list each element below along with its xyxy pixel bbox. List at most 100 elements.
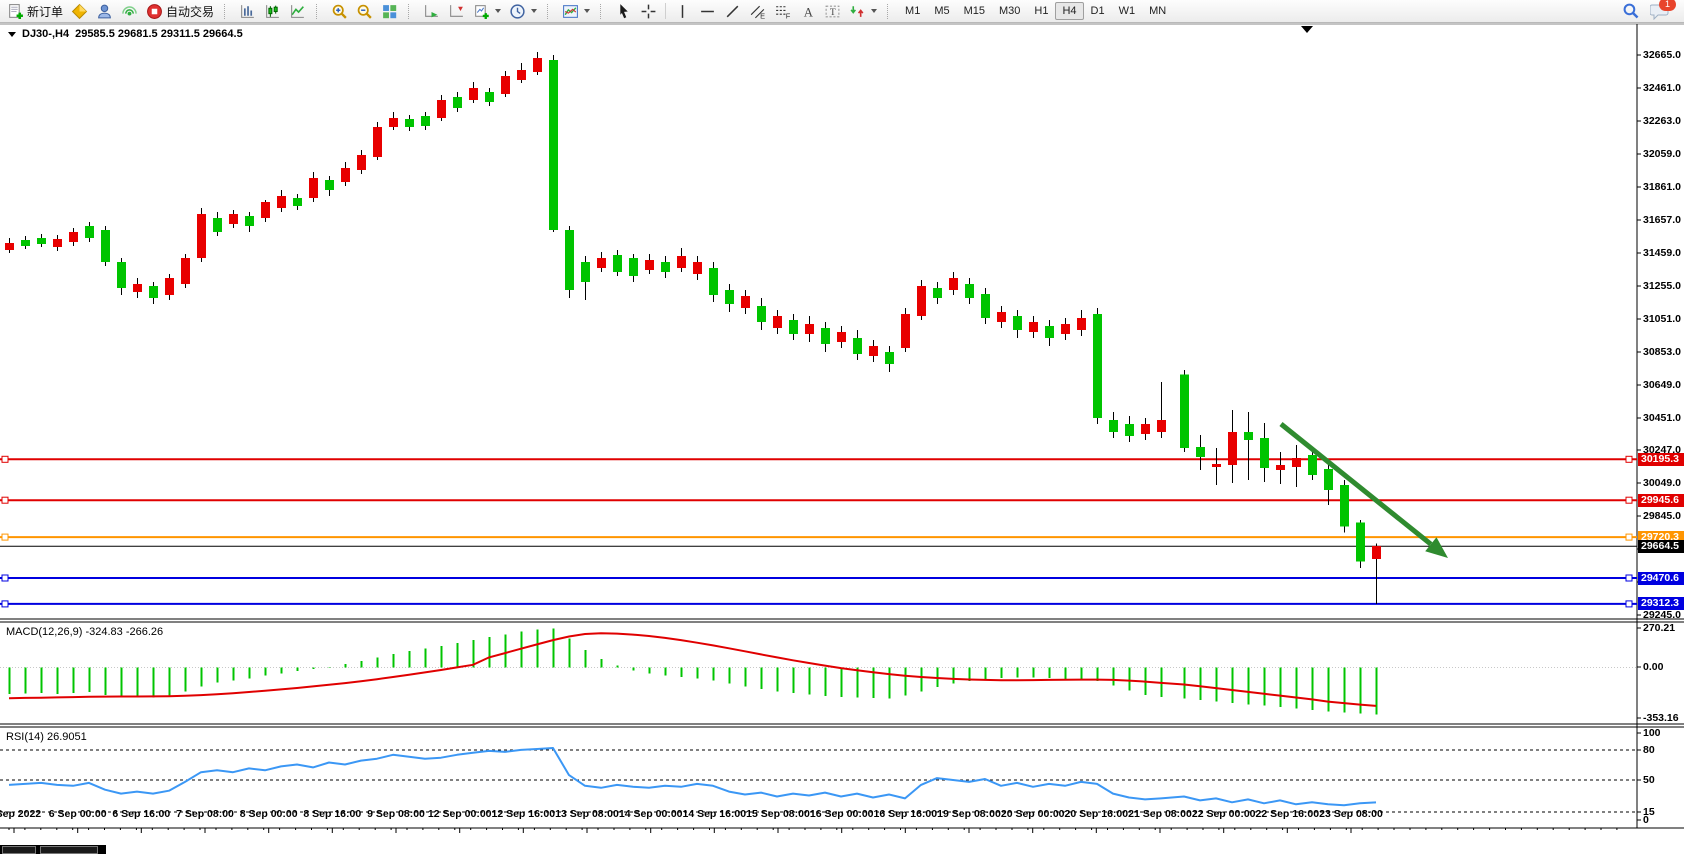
channel-button[interactable]: E [745,1,770,21]
crosshair-button[interactable] [636,1,661,21]
fibonacci-button[interactable]: F [770,1,795,21]
rsi-scale-label: 0 [1643,814,1649,826]
chevron-down-icon [584,9,591,13]
market-button[interactable] [67,1,92,21]
profile-button[interactable] [92,1,117,21]
timeframe-button-w1[interactable]: W1 [1118,5,1136,17]
autotrading-icon [147,3,162,19]
candles-layer [5,52,1381,604]
rsi-scale-label: 50 [1643,774,1655,786]
horizontal-lines-layer [0,455,1637,608]
toolbar-right: 1 [1622,0,1684,21]
collapse-triangle-icon[interactable] [8,31,16,37]
chart-symbol-period: DJ30-,H4 [22,28,70,40]
price-tick-label: 32263.0 [1643,115,1681,127]
trendline-button[interactable] [720,1,745,21]
zoom-out-icon [357,4,372,19]
periods-clock-button[interactable] [505,1,541,21]
price-tick-label: 29845.0 [1643,510,1681,522]
chart-window[interactable]: DJ30-,H4 29585.5 29681.5 29311.5 29664.5… [0,23,1684,854]
templates-button[interactable] [558,1,594,21]
time-axis-label: 14 Sep 16:00 [682,808,747,820]
zoom-in-button[interactable] [327,1,352,21]
chart-canvas[interactable] [0,23,1684,854]
equidistant-channel-icon: E [750,5,765,20]
rsi-scale-label: 100 [1643,727,1661,739]
vertical-line-button[interactable] [670,1,695,21]
autotrading-label: 自动交易 [166,4,215,19]
macd-scale-label: 0.00 [1643,661,1664,673]
timeframe-button-m5[interactable]: M5 [934,5,950,17]
hline-handle [1,600,9,608]
timeframe-button-mn[interactable]: MN [1149,5,1167,17]
svg-text:E: E [760,11,765,20]
price-tick-label: 30649.0 [1643,379,1681,391]
price-tick-label: 32461.0 [1643,82,1681,94]
bars-chart-button[interactable] [235,1,260,21]
price-tick-label: 32665.0 [1643,49,1681,61]
autotrading-button[interactable]: 自动交易 [142,1,218,21]
chart-shift-marker[interactable] [1301,26,1313,33]
toolbar-grip [408,3,415,19]
time-axis-label: 12 Sep 00:00 [427,808,492,820]
autoscroll-button[interactable] [419,1,444,21]
horizontal-line-button[interactable] [695,1,720,21]
time-axis-label: 19 Sep 08:00 [937,808,1001,820]
time-axis-label: 6 Sep 16:00 [112,808,171,820]
text-button[interactable]: A [795,1,820,21]
candles-chart-icon [266,4,279,18]
price-tick-label: 30451.0 [1643,412,1681,424]
time-axis-label: 12 Sep 16:00 [491,808,556,820]
price-line-label: 29312.3 [1638,597,1684,611]
rsi-scale-label: 80 [1643,744,1655,756]
tile-windows-button[interactable] [377,1,402,21]
new-chart-icon [475,4,489,19]
main-toolbar: 新订单 自动交易 [0,0,1684,23]
timeframe-button-d1[interactable]: D1 [1090,5,1105,17]
taskbar-box [2,846,36,854]
hline-handle [1,574,9,582]
timeframe-button-m1[interactable]: M1 [905,5,921,17]
chart-shift-button[interactable] [444,1,469,21]
timeframe-button-m30[interactable]: M30 [999,5,1021,17]
tile-windows-icon [383,4,397,18]
hline-handle [1625,600,1633,608]
clock-icon [510,3,525,19]
time-axis-label: 22 Sep 00:00 [1191,808,1256,820]
price-tick-label: 31861.0 [1643,181,1681,193]
price-tick-label: 30049.0 [1643,477,1681,489]
new-order-button[interactable]: 新订单 [3,1,67,21]
candles-chart-button[interactable] [260,1,285,21]
new-order-label: 新订单 [27,4,64,19]
zoom-out-button[interactable] [352,1,377,21]
taskbar-box [40,846,98,854]
price-tick-label: 31459.0 [1643,247,1681,259]
cursor-button[interactable] [611,1,636,21]
price-tick-label: 32059.0 [1643,148,1681,160]
price-tick-label: 31051.0 [1643,313,1681,325]
macd-scale-label: 270.21 [1643,622,1676,634]
label-button[interactable]: T [820,1,845,21]
time-axis-label: 20 Sep 00:00 [1000,808,1065,820]
time-axis-label: 6 Sep 00:00 [48,808,107,820]
price-line-label: 29664.5 [1638,539,1684,553]
cursor-icon [620,3,628,18]
timeframe-button-m15[interactable]: M15 [963,5,985,17]
rsi-label: RSI(14) 26.9051 [6,731,87,743]
new-order-icon [9,3,23,19]
gold-diamond-icon [71,3,88,19]
macd-signal-line [8,632,1377,707]
search-icon[interactable] [1622,2,1640,20]
signals-button[interactable] [117,1,142,21]
chat-button[interactable]: 1 [1649,0,1676,21]
fibonacci-icon: F [776,5,791,20]
toolbar-grip [547,3,554,19]
hline-handle [1,533,9,541]
bars-chart-icon [241,4,254,18]
new-chart-button[interactable] [469,1,505,21]
line-chart-button[interactable] [285,1,310,21]
chevron-down-icon [871,9,878,13]
timeframe-button-h1[interactable]: H1 [1034,5,1049,17]
timeframe-button-h4[interactable]: H4 [1055,2,1084,20]
shapes-button[interactable] [845,1,881,21]
